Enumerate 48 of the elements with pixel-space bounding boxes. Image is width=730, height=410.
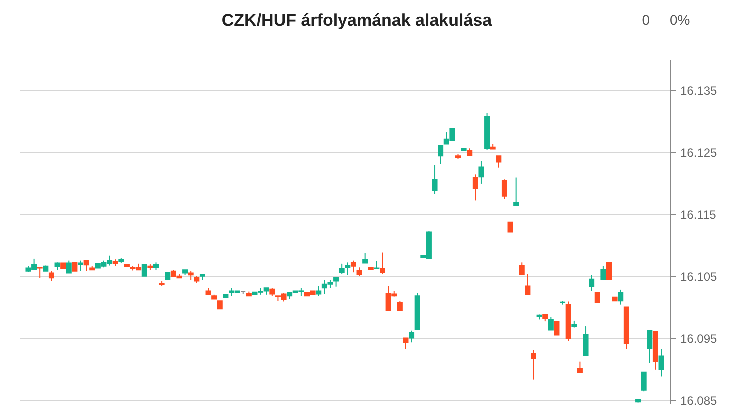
candlestick: [403, 338, 409, 350]
candlestick: [142, 264, 148, 277]
text: 0%: [670, 12, 690, 28]
candlestick: [362, 252, 368, 264]
candlestick: [514, 177, 520, 207]
y-tick-label: 16.095: [680, 332, 718, 346]
candlestick: [380, 252, 386, 275]
candlestick: [600, 266, 606, 281]
candlestick: [508, 222, 514, 233]
candlestick: [496, 156, 502, 168]
candlestick: [606, 262, 612, 281]
candlestick: [339, 263, 345, 275]
chart-title: CZK/HUF árfolyamának alakulása: [222, 11, 493, 30]
candlestick: [472, 174, 478, 202]
candlestick: [334, 277, 340, 288]
y-tick-label: 16.105: [680, 270, 718, 284]
candlestick: [519, 262, 525, 275]
candlestick: [350, 260, 356, 274]
y-tick-label: 16.135: [680, 84, 718, 98]
candlestick: [577, 361, 583, 374]
candlestick: [525, 274, 531, 296]
candlestick: [345, 262, 351, 276]
candlestick: [589, 274, 595, 292]
candlestick: [66, 260, 72, 274]
candlestick: [554, 321, 560, 336]
candlestick: [48, 270, 54, 282]
candlestick: [531, 350, 536, 380]
candlestick: [397, 300, 403, 312]
candlestick: [432, 164, 438, 195]
candlestick: [594, 292, 600, 304]
candlestick: [583, 326, 589, 356]
candlestick: [647, 330, 653, 364]
candlestick: [618, 289, 624, 306]
y-tick-label: 16.125: [680, 146, 718, 160]
candlestick: [438, 145, 444, 165]
candlestick: [658, 348, 664, 378]
candlestick: [78, 260, 84, 272]
text: 0: [642, 12, 650, 28]
candlestick: [502, 179, 508, 200]
candlestick: [641, 372, 647, 392]
candlestick: [84, 260, 90, 272]
y-tick-label: 16.115: [680, 208, 717, 222]
candlestick: [37, 266, 43, 279]
y-tick-label: 16.085: [680, 394, 718, 408]
candlestick: [478, 160, 484, 184]
candlestick: [548, 316, 554, 331]
candlestick: [409, 330, 415, 344]
candlestick: [316, 286, 322, 297]
